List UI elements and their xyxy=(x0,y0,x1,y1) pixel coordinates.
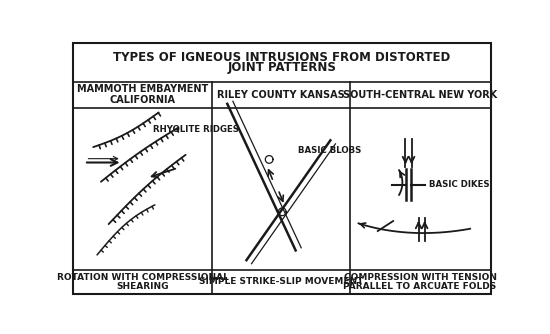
Text: RILEY COUNTY KANSAS: RILEY COUNTY KANSAS xyxy=(217,90,345,100)
Text: MAMMOTH EMBAYMENT: MAMMOTH EMBAYMENT xyxy=(77,85,208,95)
Text: COMPRESSION WITH TENSION: COMPRESSION WITH TENSION xyxy=(344,273,497,282)
Text: ROTATION WITH COMPRESSIONAL: ROTATION WITH COMPRESSIONAL xyxy=(57,273,228,282)
Text: TYPES OF IGNEOUS INTRUSIONS FROM DISTORTED: TYPES OF IGNEOUS INTRUSIONS FROM DISTORT… xyxy=(113,50,450,63)
Text: SOUTH-CENTRAL NEW YORK: SOUTH-CENTRAL NEW YORK xyxy=(343,90,497,100)
Text: PARALLEL TO ARCUATE FOLDS: PARALLEL TO ARCUATE FOLDS xyxy=(343,282,497,291)
Text: JOINT PATTERNS: JOINT PATTERNS xyxy=(228,61,336,74)
Text: BASIC DIKES: BASIC DIKES xyxy=(428,180,489,189)
Text: CALIFORNIA: CALIFORNIA xyxy=(109,95,175,105)
Text: RHYOLITE RIDGES: RHYOLITE RIDGES xyxy=(153,125,239,134)
Text: SHEARING: SHEARING xyxy=(116,282,169,291)
Text: BASIC BLOBS: BASIC BLOBS xyxy=(298,146,361,155)
Text: SIMPLE STRIKE-SLIP MOVEMENT: SIMPLE STRIKE-SLIP MOVEMENT xyxy=(199,277,363,286)
